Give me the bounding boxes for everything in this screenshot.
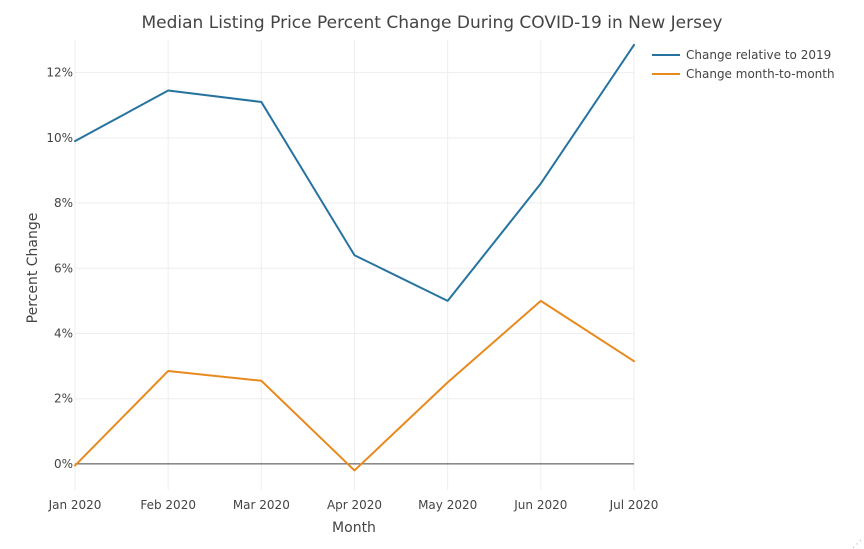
chart-title: Median Listing Price Percent Change Duri…: [141, 13, 722, 33]
y-tick-label: 6%: [54, 261, 73, 275]
x-tick-label: Jun 2020: [513, 498, 567, 512]
y-axis-title: Percent Change: [25, 213, 41, 324]
x-tick-label: Jan 2020: [48, 498, 102, 512]
y-tick-label: 0%: [54, 457, 73, 471]
x-tick-label: Feb 2020: [140, 498, 196, 512]
x-tick-label: Jul 2020: [609, 498, 659, 512]
series-line-1[interactable]: [74, 299, 635, 472]
y-tick-label: 10%: [46, 131, 73, 145]
legend-label-relative-2019: Change relative to 2019: [686, 48, 831, 62]
y-tick-label: 8%: [54, 196, 73, 210]
legend-item-month-to-month[interactable]: Change month-to-month: [652, 67, 835, 81]
y-tick-label: 4%: [54, 326, 73, 340]
legend[interactable]: Change relative to 2019 Change month-to-…: [652, 48, 835, 81]
gridlines: [74, 40, 635, 490]
legend-label-month-to-month: Change month-to-month: [686, 67, 835, 81]
series-line-0[interactable]: [74, 43, 635, 302]
x-tick-label: Mar 2020: [233, 498, 290, 512]
y-tick-label: 12%: [46, 66, 73, 80]
legend-item-relative-2019[interactable]: Change relative to 2019: [652, 48, 831, 62]
x-tick-label: Apr 2020: [327, 498, 382, 512]
x-axis-title: Month: [332, 520, 376, 536]
tick-labels: Jan 2020 Feb 2020 Mar 2020 Apr 2020 May 2020…: [46, 66, 658, 512]
y-tick-label: 2%: [54, 392, 73, 406]
x-tick-label: May 2020: [418, 498, 477, 512]
series-lines: [74, 43, 635, 472]
resize-handle-icon[interactable]: ⋰: [852, 539, 862, 549]
